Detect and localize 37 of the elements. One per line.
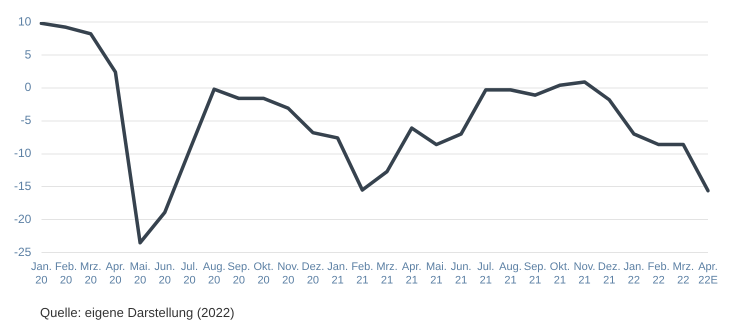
y-tick-label: -25 — [14, 244, 32, 259]
x-tick-label: Dez. 20 — [302, 261, 324, 286]
x-tick-label: Okt. 20 — [253, 261, 274, 286]
x-tick-label: Feb. 22 — [648, 261, 670, 286]
y-tick-label: 10 — [18, 14, 32, 28]
y-tick-label: -20 — [14, 212, 32, 226]
x-tick-label: Sep. 20 — [228, 261, 250, 286]
y-tick-label: -10 — [14, 146, 32, 160]
x-tick-label: Jul. 21 — [477, 261, 494, 286]
x-tick-label: Aug. 21 — [499, 261, 522, 286]
x-tick-label: Jul. 20 — [180, 261, 198, 286]
x-tick-label: Jun. 21 — [450, 261, 472, 286]
x-tick-label: Jan. 20 — [30, 261, 52, 286]
x-tick-label: Jan. 22 — [624, 261, 644, 286]
y-tick-label: -15 — [14, 179, 32, 194]
y-tick-label: 5 — [24, 47, 32, 62]
x-tick-label: Apr. 22E — [698, 261, 718, 286]
x-tick-label: Mrz. 21 — [376, 261, 398, 286]
x-tick-label: Mrz. 22 — [672, 261, 694, 286]
x-tick-label: Mai. 20 — [130, 261, 150, 286]
x-tick-label: Okt. 21 — [550, 261, 570, 286]
x-tick-label: Jan. 21 — [327, 261, 348, 286]
x-tick-label: Apr. 21 — [402, 261, 422, 286]
x-tick-label: Nov. 21 — [574, 261, 596, 286]
x-tick-label: Feb. 20 — [55, 261, 78, 286]
y-tick-label: 0 — [24, 80, 32, 94]
source-note: Quelle: eigene Darstellung (2022) — [40, 305, 234, 320]
x-tick-label: Mai. 21 — [426, 261, 447, 286]
x-tick-label: Aug. 20 — [202, 261, 226, 286]
x-tick-label: Jun. 20 — [154, 261, 176, 286]
x-tick-label: Nov. 20 — [277, 261, 300, 286]
x-tick-label: Mrz. 20 — [80, 261, 102, 286]
x-tick-label: Feb. 21 — [351, 261, 374, 286]
x-tick-label: Dez. 21 — [598, 261, 621, 286]
x-tick-label: Apr. 20 — [106, 261, 126, 286]
x-tick-label: Sep. 21 — [524, 261, 546, 286]
y-tick-label: -5 — [20, 113, 32, 128]
